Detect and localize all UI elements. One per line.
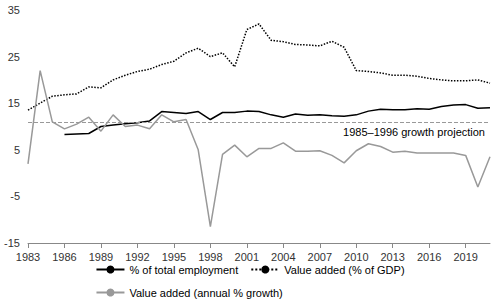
svg-text:2010: 2010 — [344, 251, 368, 263]
svg-text:25: 25 — [8, 51, 20, 63]
svg-text:2016: 2016 — [417, 251, 441, 263]
svg-text:5: 5 — [14, 144, 20, 156]
svg-text:1998: 1998 — [198, 251, 222, 263]
svg-text:Value added (annual % growth): Value added (annual % growth) — [129, 287, 282, 299]
svg-text:2001: 2001 — [235, 251, 259, 263]
svg-text:2013: 2013 — [380, 251, 404, 263]
svg-text:2004: 2004 — [271, 251, 295, 263]
svg-text:% of total employment: % of total employment — [129, 264, 238, 276]
svg-text:1989: 1989 — [89, 251, 113, 263]
svg-text:1985–1996 growth projection: 1985–1996 growth projection — [343, 126, 485, 138]
svg-text:15: 15 — [8, 97, 20, 109]
svg-text:2007: 2007 — [308, 251, 332, 263]
svg-text:1992: 1992 — [125, 251, 149, 263]
svg-text:-15: -15 — [4, 237, 20, 249]
svg-text:-5: -5 — [10, 190, 20, 202]
svg-text:Value added (% of GDP): Value added (% of GDP) — [284, 264, 404, 276]
svg-text:1995: 1995 — [162, 251, 186, 263]
svg-text:1986: 1986 — [52, 251, 76, 263]
svg-text:35: 35 — [8, 4, 20, 16]
svg-text:2019: 2019 — [453, 251, 477, 263]
svg-text:1983: 1983 — [16, 251, 40, 263]
